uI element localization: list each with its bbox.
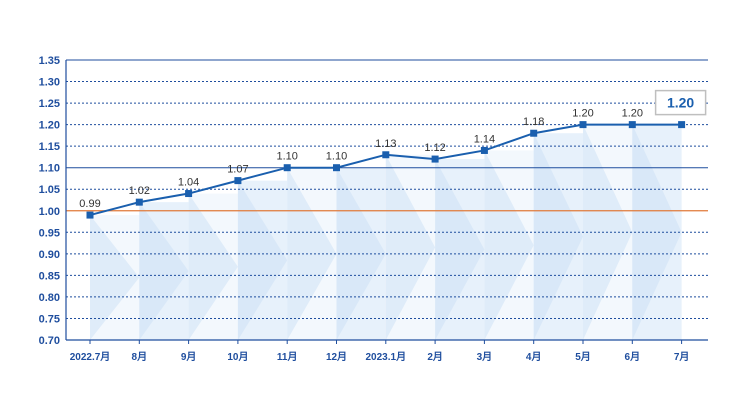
data-labels: 0.99 1.02 1.04 1.07 1.10 1.10 1.13 1.12 1.14 1.18… [79, 108, 643, 210]
y-tick-label: 1.05 [39, 184, 60, 196]
callout-box: 1.20 [654, 89, 707, 116]
x-tick-label: 10月 [227, 351, 248, 363]
x-tick-label: 2022.7月 [70, 351, 111, 363]
background-pattern [90, 124, 682, 340]
band-11 [632, 124, 682, 340]
x-tick-label: 4月 [526, 351, 542, 363]
band-5 [336, 167, 386, 340]
y-axis-ticks: 1.35 1.30 1.25 1.20 1.15 1.10 1.05 1.00 0.95 0.90… [39, 55, 60, 347]
x-tick-label: 11月 [277, 351, 298, 363]
band-triangle-6 [385, 154, 436, 340]
data-label: 1.20 [572, 108, 593, 120]
data-label: 1.14 [474, 133, 495, 145]
y-tick-label: 0.85 [39, 270, 60, 282]
y-tick-label: 1.35 [39, 55, 60, 67]
y-tick-label: 1.20 [39, 120, 60, 132]
band-triangle-11 [632, 124, 682, 340]
data-label: 1.02 [129, 185, 150, 197]
data-point [678, 121, 686, 129]
band-triangle-1 [139, 202, 189, 340]
x-tick-label: 8月 [132, 351, 148, 363]
data-point [86, 211, 94, 219]
x-tick-label: 7月 [674, 351, 690, 363]
data-point [283, 164, 291, 172]
y-tick-label: 1.30 [39, 77, 60, 89]
data-label: 1.13 [375, 138, 396, 150]
data-point [530, 129, 538, 137]
data-point [135, 198, 143, 206]
band-2 [188, 193, 238, 340]
data-label: 0.99 [79, 198, 100, 210]
x-axis-ticks: 2022.7月 8月 9月 10月 11月 12月 2023.1月 2月 3月 4月 5月 6月 7月 [70, 340, 690, 363]
band-1 [139, 202, 189, 340]
y-tick-label: 1.10 [39, 163, 60, 175]
band-8 [484, 150, 534, 340]
y-tick-label: 1.15 [39, 141, 60, 153]
x-tick-label: 12月 [326, 351, 347, 363]
y-tick-label: 0.80 [39, 292, 60, 304]
data-point [579, 121, 587, 129]
x-tick-label: 9月 [181, 351, 197, 363]
callout-value: 1.20 [667, 95, 694, 111]
data-point [333, 164, 340, 172]
band-6 [385, 154, 436, 340]
band-triangle-0 [90, 215, 140, 340]
x-tick-label: 6月 [625, 351, 641, 363]
data-point [431, 155, 439, 163]
data-point [234, 177, 242, 185]
data-label: 1.07 [227, 164, 248, 176]
x-tick-label: 2023.1月 [366, 351, 407, 363]
x-tick-label: 3月 [477, 351, 493, 363]
y-tick-label: 0.95 [39, 227, 60, 239]
y-tick-label: 0.90 [39, 249, 60, 261]
data-points [86, 121, 686, 219]
y-tick-label: 0.70 [39, 335, 60, 347]
band-triangle-8 [484, 150, 534, 340]
band-triangle-2 [188, 193, 238, 340]
gridlines [65, 59, 708, 341]
band-triangle-3 [237, 180, 288, 340]
band-triangle-7 [435, 159, 485, 340]
y-tick-label: 1.00 [39, 206, 60, 218]
y-tick-label: 1.25 [39, 98, 60, 110]
data-point [480, 146, 488, 154]
data-label: 1.20 [622, 108, 643, 120]
band-0 [90, 215, 140, 340]
data-point [185, 190, 193, 198]
x-tick-label: 2月 [427, 351, 443, 363]
data-point [382, 151, 390, 159]
data-label: 1.12 [424, 142, 445, 154]
x-tick-label: 5月 [575, 351, 591, 363]
data-label: 1.10 [326, 151, 347, 163]
data-label: 1.04 [178, 177, 199, 189]
data-label: 1.18 [523, 116, 544, 128]
band-3 [237, 180, 288, 340]
data-point [628, 121, 636, 129]
y-tick-label: 0.75 [39, 313, 60, 325]
band-triangle-9 [533, 133, 583, 340]
callout-border [654, 89, 707, 116]
data-label: 1.10 [276, 151, 297, 163]
